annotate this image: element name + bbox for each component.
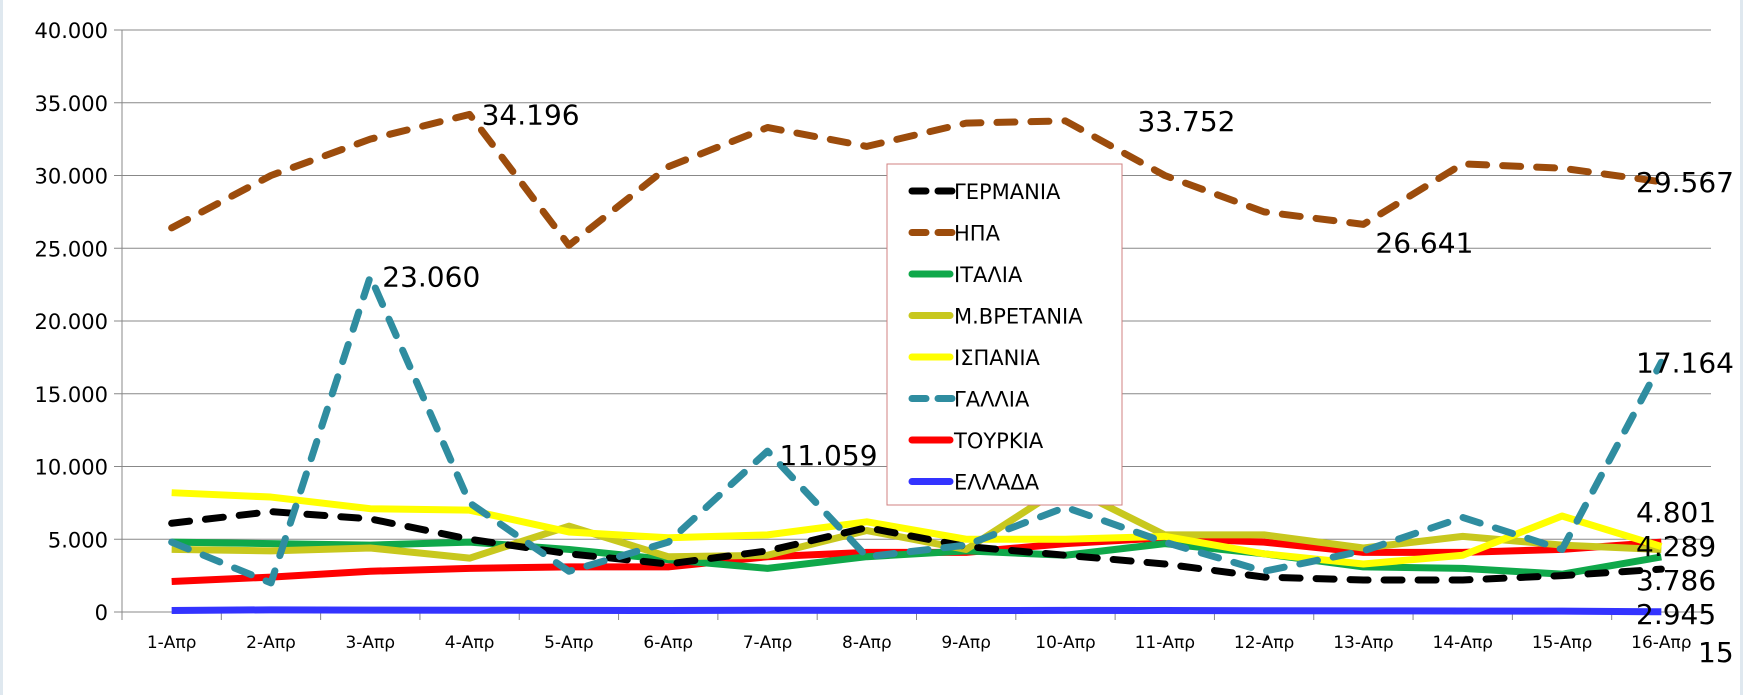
data-label: 26.641 bbox=[1375, 226, 1473, 259]
y-tick-label: 15.000 bbox=[35, 383, 108, 407]
x-tick-label: 3-Απρ bbox=[345, 633, 395, 653]
x-tick-label: 11-Απρ bbox=[1135, 633, 1195, 653]
x-tick-label: 5-Απρ bbox=[544, 633, 594, 653]
x-tick-label: 9-Απρ bbox=[941, 633, 991, 653]
y-tick-label: 35.000 bbox=[35, 92, 108, 116]
x-tick-label: 13-Απρ bbox=[1333, 633, 1393, 653]
x-tick-label: 15-Απρ bbox=[1532, 633, 1592, 653]
right-window-edge bbox=[1740, 0, 1743, 695]
data-label: 15 bbox=[1698, 636, 1734, 669]
y-tick-label: 25.000 bbox=[35, 237, 108, 261]
axes: 0 5.000 10.000 15.000 20.000 25.000 30.000 35.0… bbox=[35, 19, 1712, 653]
x-tick-label: 8-Απρ bbox=[842, 633, 892, 653]
y-tick-label: 0 bbox=[95, 601, 108, 625]
x-tick-label: 12-Απρ bbox=[1234, 633, 1294, 653]
x-tick-label: 6-Απρ bbox=[643, 633, 693, 653]
legend-item-label: ΤΟΥΡΚΙΑ bbox=[953, 429, 1044, 453]
data-label: 23.060 bbox=[382, 260, 480, 293]
data-label: 2.945 bbox=[1636, 598, 1716, 631]
y-tick-label: 20.000 bbox=[35, 310, 108, 334]
legend-box bbox=[886, 163, 1123, 506]
legend-item-label: ΙΣΠΑΝΙΑ bbox=[954, 346, 1041, 370]
series-line-0 bbox=[168, 508, 1665, 584]
y-tick-label: 40.000 bbox=[35, 19, 108, 43]
legend-item-label: Μ.ΒΡΕΤΑΝΙΑ bbox=[954, 305, 1083, 329]
x-tick-label: 14-Απρ bbox=[1433, 633, 1493, 653]
series-line-4 bbox=[171, 489, 1663, 568]
data-label: 11.059 bbox=[780, 439, 878, 472]
data-label: 33.752 bbox=[1137, 105, 1235, 138]
x-tick-label: 10-Απρ bbox=[1035, 633, 1095, 653]
x-tick-label: 7-Απρ bbox=[743, 633, 793, 653]
legend-item-label: ΕΛΛΑΔΑ bbox=[954, 471, 1040, 495]
data-label: 4.801 bbox=[1636, 496, 1716, 529]
legend-item-label: ΗΠΑ bbox=[954, 222, 1001, 246]
legend-item-label: ΓΕΡΜΑΝΙΑ bbox=[954, 180, 1061, 204]
x-tick-label: 16-Απρ bbox=[1631, 633, 1691, 653]
y-tick-label: 10.000 bbox=[35, 456, 108, 480]
data-label: 29.567 bbox=[1636, 166, 1734, 199]
data-label: 34.196 bbox=[482, 98, 580, 131]
x-tick-label: 4-Απρ bbox=[445, 633, 495, 653]
data-labels: 34.196 33.752 26.641 29.567 23.060 11.059 17.1… bbox=[382, 98, 1734, 669]
legend-item-label: ΓΑΛΛΙΑ bbox=[954, 388, 1030, 412]
series-lines bbox=[168, 110, 1665, 616]
y-tick-label: 30.000 bbox=[35, 165, 108, 189]
series-line-5 bbox=[168, 272, 1665, 587]
legend-item-label: ΙΤΑΛΙΑ bbox=[954, 263, 1023, 287]
y-tick-label: 5.000 bbox=[48, 528, 108, 552]
legend: ΓΕΡΜΑΝΙΑ ΗΠΑ ΙΤΑΛΙΑ Μ.ΒΡΕΤΑΝΙΑ ΙΣΠΑΝΙΑ ΓΑΛΛΙΑ… bbox=[886, 163, 1123, 506]
series-line-7 bbox=[171, 606, 1662, 616]
left-window-edge bbox=[0, 0, 3, 695]
data-label: 4.289 bbox=[1636, 530, 1716, 563]
x-tick-label: 2-Απρ bbox=[246, 633, 296, 653]
data-label: 3.786 bbox=[1636, 564, 1716, 597]
data-label: 17.164 bbox=[1636, 346, 1734, 379]
series-line-1 bbox=[168, 110, 1665, 249]
x-tick-label: 1-Απρ bbox=[147, 633, 197, 653]
